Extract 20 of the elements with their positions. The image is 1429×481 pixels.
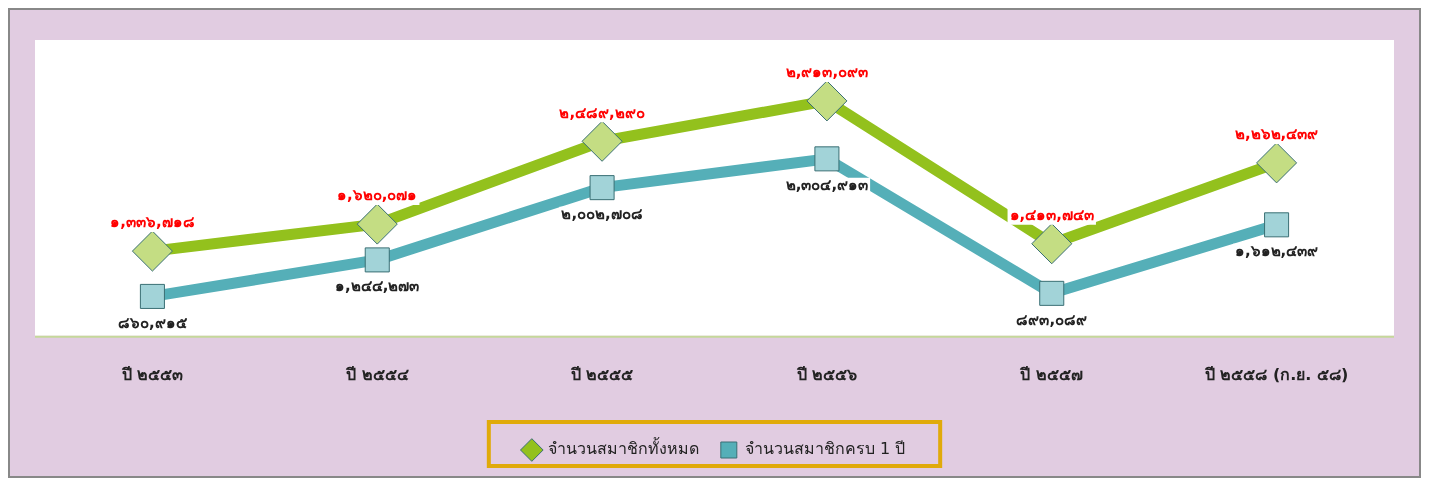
x-tick-label: ปี ๒๕๕๘ (ก.ย. ๕๘) (1203, 364, 1349, 384)
x-tick-label: ปี ๒๕๕๕ (569, 364, 634, 384)
data-label: ๒,๒๖๒,๔๓๙ (1234, 125, 1319, 144)
data-label: ๑,๔๑๓,๗๔๓ (1009, 206, 1094, 225)
legend-label: จำนวนสมาชิกครบ 1 ปี (744, 439, 906, 459)
data-label: ๑,๓๓๖,๗๑๘ (110, 213, 195, 232)
data-label: ๑,๒๔๔,๒๗๓ (335, 277, 420, 296)
x-tick-label: ปี ๒๕๕๗ (1019, 364, 1084, 384)
legend-label: จำนวนสมาชิกทั้งหมด (547, 437, 699, 459)
data-label: ๒,๙๑๓,๐๙๓ (785, 63, 869, 82)
data-label: ๒,๓๐๔,๙๑๓ (785, 176, 869, 195)
data-label: ๘๙๓,๐๘๙ (1016, 310, 1088, 329)
data-label: ๒,๐๐๒,๗๐๘ (561, 205, 643, 224)
x-tick-label: ปี ๒๕๕๓ (120, 364, 184, 384)
data-label: ๑,๖๑๒,๔๓๙ (1234, 242, 1319, 261)
data-label: ๘๖๐,๙๑๕ (118, 313, 188, 332)
x-tick-label: ปี ๒๕๕๔ (344, 364, 409, 384)
x-tick-label: ปี ๒๕๕๖ (795, 364, 858, 384)
data-label: ๒,๔๘๙,๒๙๐ (559, 103, 645, 122)
data-label: ๑,๖๒๐,๐๗๑ (337, 186, 418, 205)
